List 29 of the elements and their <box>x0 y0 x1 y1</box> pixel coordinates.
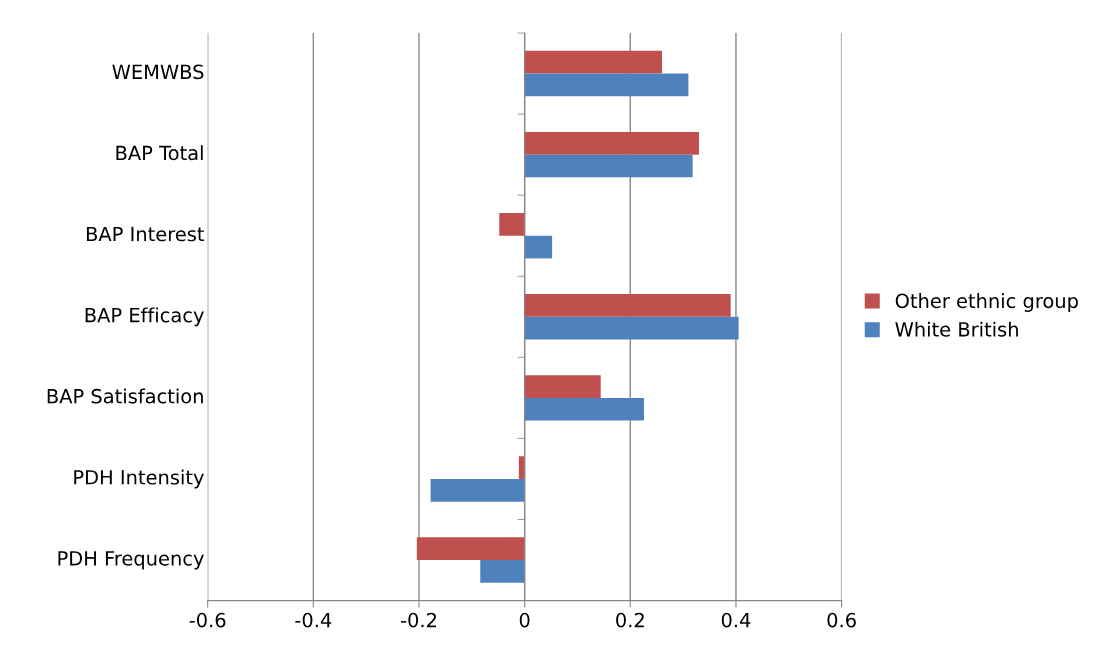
bar <box>524 235 553 259</box>
x-tick-label: 0.4 <box>721 612 751 628</box>
x-tick-label: -0.2 <box>400 612 437 628</box>
x-tick-label: 0.2 <box>616 612 644 628</box>
bar <box>524 375 601 398</box>
y-tick-label: PDH Frequency <box>58 551 204 570</box>
bar <box>524 316 739 340</box>
bar <box>430 478 525 502</box>
bar <box>416 537 525 561</box>
bar <box>524 50 662 74</box>
legend-label: White British <box>895 321 1018 337</box>
bar <box>524 154 693 178</box>
bar <box>524 131 699 155</box>
y-tick-label: BAP Total <box>116 145 203 161</box>
x-tick-label: -0.6 <box>189 612 226 628</box>
y-tick-label: WEMWBS <box>112 64 204 80</box>
y-tick-label: BAP Efficacy <box>85 307 204 327</box>
legend-label: Other ethnic group <box>895 293 1078 312</box>
bar <box>499 213 525 236</box>
bar <box>524 294 731 317</box>
x-tick-label: 0.6 <box>827 612 856 628</box>
y-tick-label: BAP Satisfaction <box>47 388 203 404</box>
bar <box>524 73 689 97</box>
y-tick-label: PDH Intensity <box>74 469 204 489</box>
x-tick-label: -0.4 <box>295 612 332 628</box>
bar <box>480 560 525 583</box>
bar <box>524 397 645 421</box>
y-tick-label: BAP Interest <box>86 226 205 242</box>
x-tick-label: 0 <box>519 612 530 628</box>
